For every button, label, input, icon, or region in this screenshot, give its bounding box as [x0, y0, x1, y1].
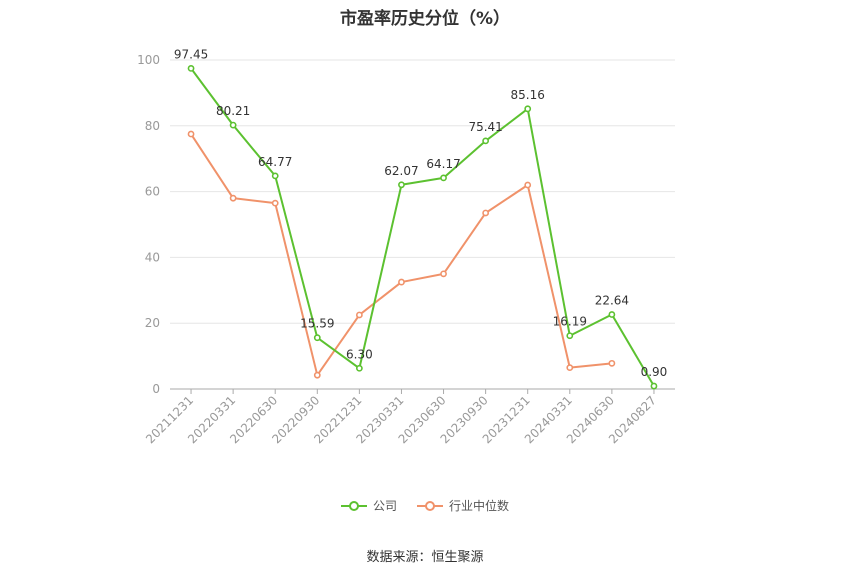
data-point-0-20230630: [440, 174, 447, 182]
data-point-1-20220930: [313, 371, 321, 379]
source-note: 数据来源：恒生聚源: [366, 550, 484, 565]
data-point-0-20211231: [187, 64, 195, 72]
grid-lines: [170, 59, 675, 324]
data-point-0-20220630: [271, 172, 279, 180]
data-point-1-20230930: [482, 209, 490, 217]
legend-label-industry-median: 行业中位数: [449, 499, 510, 513]
legend-label-company: 公司: [372, 499, 397, 513]
data-point-1-20230331: [398, 278, 405, 286]
data-labels: 97.45 80.21 64.77 15.59 6.30 62.07 64.17 75.41 8…: [174, 47, 667, 379]
data-label-20220630: 64.77: [258, 155, 292, 169]
y-tick-label-80: 80: [145, 119, 160, 133]
data-point-1-20221231: [355, 311, 363, 319]
y-tick-label-40: 40: [145, 250, 160, 264]
data-label-20240331: 16.19: [553, 315, 587, 329]
data-point-0-20240827: [650, 382, 658, 390]
legend-item-industry-median[interactable]: 行业中位数: [417, 497, 509, 514]
y-tick-label-20: 20: [145, 316, 160, 330]
data-point-1-20240331: [566, 364, 574, 372]
y-tick-label-100: 100: [137, 53, 160, 67]
data-label-20221231: 6.30: [346, 347, 373, 361]
legend-marker-company: [340, 500, 367, 511]
data-point-1-20220331: [229, 194, 237, 202]
data-point-1-20220630: [271, 199, 279, 207]
data-label-20240630: 22.64: [595, 294, 629, 308]
data-point-0-20221231: [355, 364, 363, 372]
data-label-20220930: 15.59: [300, 317, 334, 331]
data-point-0-20240331: [566, 332, 574, 340]
data-point-0-20231231: [524, 105, 532, 113]
data-label-20230930: 75.41: [468, 120, 502, 134]
data-point-0-20220331: [229, 121, 237, 129]
y-tick-label-60: 60: [145, 185, 160, 199]
series-line-0: [190, 67, 655, 387]
data-point-0-20230930: [482, 137, 490, 145]
data-label-20230331: 62.07: [384, 164, 418, 178]
legend-marker-industry-median: [417, 500, 443, 511]
legend-item-company[interactable]: 公司: [340, 497, 397, 514]
y-tick-label-0: 0: [152, 382, 160, 396]
data-label-20240827: 0.90: [641, 365, 668, 379]
data-point-0-20230331: [398, 181, 405, 189]
data-label-20231231: 85.16: [511, 88, 545, 102]
data-point-1-20240630: [608, 359, 616, 367]
series-layer: [187, 64, 658, 390]
data-label-20230630: 64.17: [426, 157, 460, 171]
legend: 公司 行业中位数: [0, 497, 850, 514]
data-point-0-20220930: [313, 334, 321, 342]
data-point-1-20231231: [524, 181, 532, 189]
data-label-20220331: 80.21: [216, 104, 250, 118]
data-label-20211231: 97.45: [174, 47, 208, 61]
data-point-0-20240630: [608, 311, 616, 318]
data-point-1-20211231: [187, 130, 195, 138]
data-point-1-20230630: [440, 270, 447, 278]
chart-title: 市盈率历史分位（%）: [339, 9, 511, 29]
